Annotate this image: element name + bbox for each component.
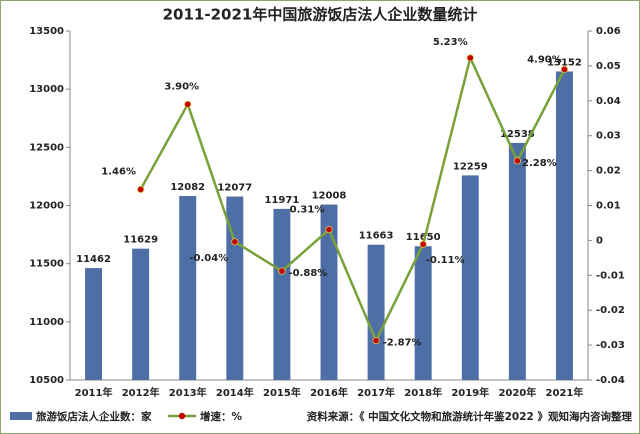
growth-label: 0.31% [290,205,325,216]
x-tick-label: 2012年 [122,386,160,399]
x-tick-label: 2016年 [310,386,348,399]
growth-label: 3.90% [164,81,199,92]
legend-marker [178,412,186,420]
growth-marker [372,336,380,345]
bar-label: 11650 [406,232,441,243]
growth-label: -0.11% [426,255,465,266]
growth-marker [466,54,474,62]
y-tick-label: 13500 [29,26,64,37]
bar [179,195,197,380]
y2-tick-label: 0.05 [596,61,621,72]
bar [414,246,432,380]
growth-marker [513,157,521,165]
source: 资料来源：《 中国文化文物和旅游统计年鉴2022 》观知海内咨询整理 [307,410,633,423]
bar [461,175,479,380]
x-tick-label: 2019年 [451,386,489,399]
bar-label: 11629 [123,235,158,246]
growth-label: 4.90% [527,54,562,65]
growth-marker [560,65,569,73]
bar [555,71,573,380]
bar-label: 11971 [265,195,300,206]
y-tick-label: 10500 [29,375,64,386]
x-tick-label: 2021年 [546,386,584,399]
growth-marker [325,225,333,234]
growth-label: 2.28% [522,158,557,169]
bar-label: 13152 [547,57,582,68]
growth-marker [137,185,145,194]
y2-tick-label: 0.04 [596,96,621,107]
y2-tick-label: -0.02 [596,305,625,316]
y-tick-label: 13000 [29,84,64,95]
bar-label: 12077 [217,183,252,194]
bar [226,196,244,380]
bar [132,248,150,380]
x-tick-label: 2011年 [75,386,113,399]
legend-label: 旅游饭店法人企业数：家 [36,410,152,423]
y2-tick-label: -0.01 [596,270,625,281]
growth-marker [419,240,427,248]
y2-tick-label: 0.02 [596,166,621,177]
y-tick-label: 12000 [29,201,64,212]
growth-label: -2.87% [383,338,422,349]
x-tick-label: 2013年 [169,386,207,399]
bar-label: 12082 [170,182,205,193]
y2-tick-label: 0.06 [596,26,621,37]
legend-label: 增速：% [200,410,242,423]
bar-label: 11462 [76,254,111,265]
growth-marker [184,100,192,108]
bar-label: 12008 [312,191,347,202]
y2-tick-label: 0.01 [596,201,621,212]
y2-tick-label: -0.04 [596,375,625,386]
growth-label: 5.23% [433,37,468,48]
y-tick-label: 11500 [29,259,64,270]
y2-tick-label: 0 [596,235,603,246]
bar [273,208,291,380]
bar [320,204,338,380]
x-tick-label: 2017年 [357,386,395,399]
y2-tick-label: -0.03 [596,340,625,351]
bar-label: 12538 [500,129,535,140]
y-tick-label: 12500 [29,142,64,153]
bar [85,268,103,380]
growth-marker [278,267,286,275]
legend-swatch [10,412,32,420]
y-tick-label: 11000 [29,317,64,328]
x-tick-label: 2020年 [498,386,536,399]
growth-label: 1.46% [101,166,136,177]
growth-line [139,54,566,344]
growth-label: -0.88% [288,268,327,279]
bar-label: 12259 [453,161,488,172]
bar [367,244,385,380]
bar-label: 11663 [359,231,394,242]
y2-tick-label: 0.03 [596,131,621,142]
x-tick-label: 2018年 [404,386,442,399]
x-tick-label: 2015年 [263,386,301,399]
growth-label: -0.04% [189,253,228,264]
chart-title: 2011-2021年中国旅游饭店法人企业数量统计 [163,6,478,24]
growth-marker [231,238,239,246]
bar [508,142,526,380]
x-tick-label: 2014年 [216,386,254,399]
